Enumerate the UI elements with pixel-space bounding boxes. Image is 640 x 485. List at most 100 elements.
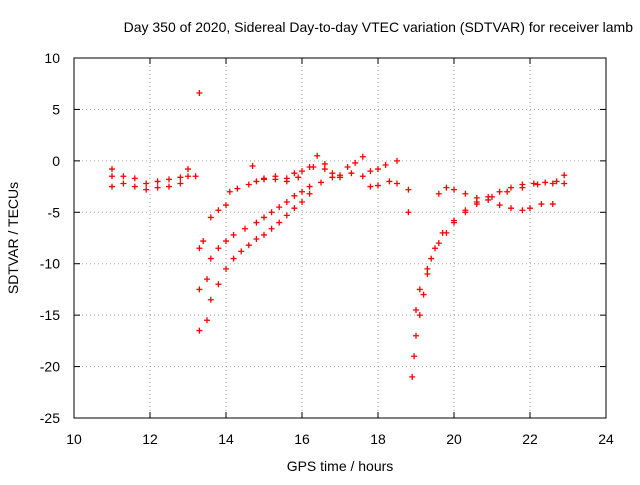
- data-point: [534, 181, 541, 188]
- data-point: [348, 170, 355, 177]
- data-point: [439, 229, 446, 236]
- series-arc-recover: [413, 172, 568, 313]
- x-tick-label: 10: [66, 431, 82, 447]
- data-point: [405, 186, 412, 193]
- data-point: [291, 205, 298, 212]
- data-point: [291, 170, 298, 177]
- data-point: [428, 255, 435, 262]
- y-tick-label: 0: [52, 153, 60, 169]
- data-point: [196, 286, 203, 293]
- data-point: [561, 180, 568, 187]
- data-point: [299, 199, 305, 205]
- data-point: [223, 265, 229, 272]
- series-gap-points: [405, 186, 412, 216]
- data-point: [451, 217, 457, 224]
- data-point: [207, 214, 214, 221]
- data-point: [223, 238, 229, 245]
- data-point: [413, 307, 419, 313]
- data-point: [496, 202, 503, 209]
- grid: [74, 58, 606, 418]
- data-point: [561, 172, 568, 179]
- data-point: [485, 196, 492, 203]
- data-point: [154, 184, 161, 191]
- data-point: [549, 201, 556, 208]
- data-point: [424, 265, 431, 272]
- data-point: [177, 174, 184, 181]
- y-axis-label: SDTVAR / TECUs: [5, 182, 21, 294]
- data-point: [367, 168, 374, 175]
- data-point: [249, 163, 256, 169]
- data-point: [295, 174, 302, 181]
- data-point: [166, 176, 172, 183]
- data-point: [245, 181, 252, 188]
- series-arc-rise-2: [196, 170, 400, 293]
- chart-title: Day 350 of 2020, Sidereal Day-to-day VTE…: [124, 19, 634, 35]
- data-point: [238, 248, 245, 255]
- data-point: [549, 180, 556, 187]
- data-point: [253, 236, 260, 243]
- data-point: [337, 172, 343, 179]
- data-point: [519, 207, 526, 214]
- data-point: [276, 204, 283, 211]
- data-point: [226, 188, 233, 195]
- data-point: [261, 231, 267, 238]
- data-point: [207, 296, 214, 303]
- data-points: [109, 89, 568, 380]
- data-point: [196, 89, 203, 96]
- data-point: [306, 164, 313, 171]
- data-point: [268, 209, 275, 216]
- data-point: [215, 281, 222, 288]
- series-arc-rise-1: [196, 164, 328, 252]
- data-point: [321, 166, 328, 173]
- data-point: [234, 185, 241, 192]
- data-point: [196, 327, 203, 334]
- data-point: [508, 205, 514, 212]
- series-arc-late: [435, 184, 556, 214]
- data-point: [435, 240, 442, 247]
- data-point: [283, 212, 290, 219]
- data-point: [299, 168, 305, 175]
- data-point: [200, 238, 207, 245]
- data-point: [245, 242, 252, 249]
- data-point: [413, 332, 419, 339]
- data-point: [291, 192, 298, 199]
- data-point: [131, 183, 138, 190]
- data-point: [283, 199, 290, 205]
- x-tick-label: 20: [446, 431, 462, 447]
- data-point: [462, 190, 469, 197]
- data-point: [416, 286, 423, 293]
- axis-ticks: 10 12 14 16 18 20 22 24 -25 -20 -15 -10 -5 0 5 10: [40, 50, 614, 447]
- data-point: [207, 255, 214, 262]
- data-point: [204, 276, 210, 283]
- series-arc-rise-3: [196, 190, 313, 334]
- data-point: [154, 178, 161, 185]
- data-point: [230, 231, 237, 238]
- data-point: [143, 180, 150, 187]
- data-point: [359, 173, 366, 180]
- data-point: [223, 202, 229, 209]
- x-tick-label: 12: [142, 431, 158, 447]
- series-outlier: [196, 89, 203, 96]
- data-point: [230, 255, 237, 262]
- data-point: [420, 291, 427, 298]
- x-tick-label: 14: [218, 431, 234, 447]
- data-point: [204, 317, 210, 324]
- data-point: [527, 205, 533, 212]
- data-point: [215, 207, 222, 214]
- data-point: [416, 312, 423, 319]
- data-point: [352, 159, 359, 166]
- data-point: [394, 157, 400, 164]
- data-point: [451, 186, 457, 193]
- data-point: [462, 207, 469, 214]
- data-point: [109, 183, 115, 190]
- data-point: [143, 186, 150, 193]
- data-point: [299, 188, 305, 195]
- data-point: [473, 194, 480, 201]
- data-point: [435, 190, 442, 197]
- data-point: [553, 178, 560, 185]
- y-tick-label: -5: [48, 204, 61, 220]
- data-point: [367, 183, 374, 190]
- data-point: [411, 353, 418, 360]
- data-point: [496, 188, 503, 195]
